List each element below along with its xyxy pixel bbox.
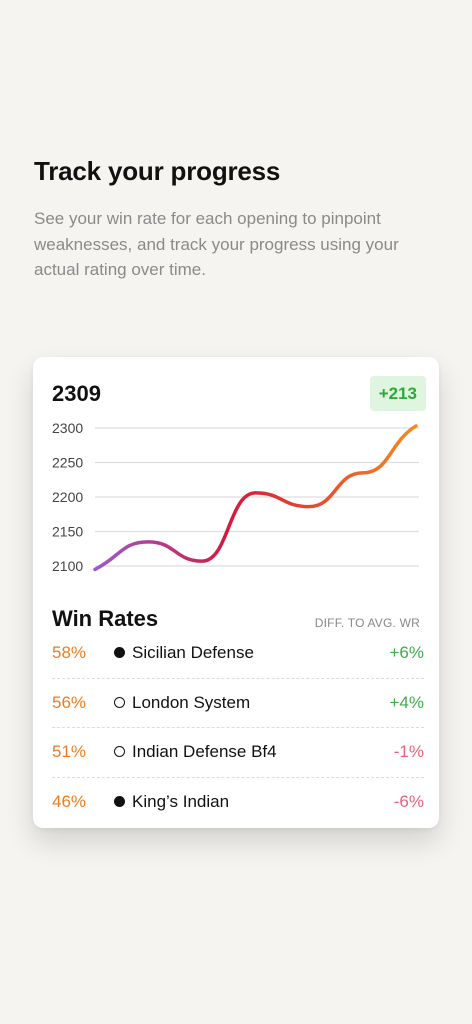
rating-line <box>93 424 418 572</box>
page-title: Track your progress <box>34 156 281 186</box>
diff-column-header: DIFF. TO AVG. WR <box>314 616 420 630</box>
list-item[interactable]: 58% Sicilian Defense +6% <box>52 629 424 679</box>
win-rate-percent: 51% <box>52 742 87 761</box>
white-piece-icon <box>114 746 125 757</box>
rating-chart: 2300 2250 2200 2150 2100 <box>52 420 419 574</box>
win-rate-percent: 56% <box>52 692 87 712</box>
white-piece-icon <box>114 696 125 708</box>
y-tick-label: 2100 <box>52 558 83 574</box>
win-rates-list: 58% Sicilian Defense +6% 56% London Syst… <box>52 629 424 826</box>
rating-diff-badge: +213 <box>369 376 426 411</box>
win-rates-title: Win Rates <box>52 606 159 631</box>
list-item[interactable]: 56% London System +4% <box>52 679 425 728</box>
y-tick-label: 2250 <box>52 455 83 471</box>
black-piece-icon <box>114 647 125 658</box>
current-rating: 2309 <box>52 381 101 406</box>
opening-name: Indian Defense Bf4 <box>132 742 277 761</box>
opening-name: London System <box>132 692 251 712</box>
win-rate-diff: +4% <box>389 692 425 712</box>
black-piece-icon <box>114 795 125 807</box>
win-rate-percent: 46% <box>52 791 87 811</box>
win-rate-diff: -6% <box>393 791 424 811</box>
list-item[interactable]: 51% Indian Defense Bf4 -1% <box>52 728 424 778</box>
y-tick-label: 2150 <box>52 524 83 540</box>
progress-card: 2300 2250 2200 2150 2100 2309 +213 Win Rates… <box>33 357 439 828</box>
win-rate-diff: +6% <box>389 643 425 662</box>
y-tick-label: 2300 <box>52 420 83 436</box>
opening-name: Sicilian Defense <box>132 643 254 662</box>
opening-name: King’s Indian <box>132 791 230 811</box>
y-tick-label: 2200 <box>52 489 83 505</box>
win-rate-diff: -1% <box>393 742 424 761</box>
win-rate-percent: 58% <box>52 643 87 662</box>
list-item[interactable]: 46% King’s Indian -6% <box>52 778 424 827</box>
page-description: See your win rate for each opening to pi… <box>34 209 399 279</box>
